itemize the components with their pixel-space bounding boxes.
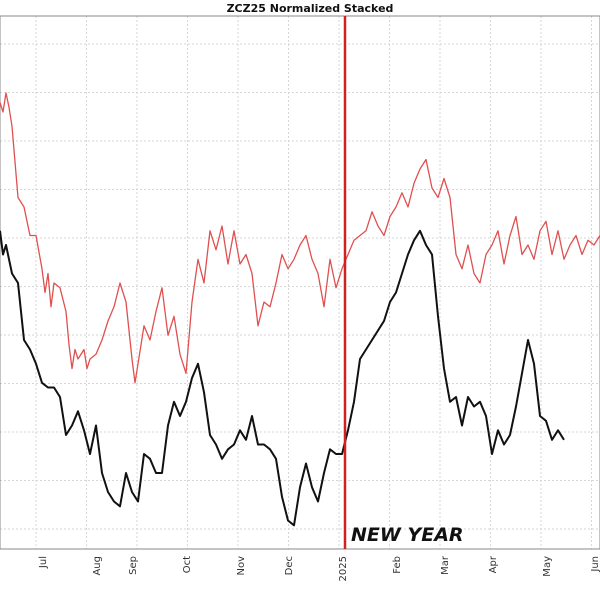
grid	[0, 16, 600, 549]
x-tick-label: Feb	[392, 556, 403, 574]
x-axis-ticks: Jul Aug Sep Oct Nov Dec 2025 Feb Mar Apr May Jun	[38, 555, 600, 581]
x-tick-label: Aug	[92, 556, 103, 576]
x-tick-label: 2025	[338, 556, 349, 581]
new-year-label: NEW YEAR	[351, 524, 464, 546]
x-tick-label: Sep	[128, 556, 139, 575]
series-group	[0, 92, 600, 527]
series-line-2	[0, 229, 565, 527]
x-tick-label: Dec	[284, 556, 295, 575]
x-tick-label: Jul	[38, 556, 49, 569]
x-tick-label: Oct	[182, 556, 193, 573]
plot-frame	[0, 15, 600, 550]
x-tick-label: Mar	[440, 555, 451, 575]
x-tick-label: Apr	[488, 555, 499, 573]
series-line-1	[0, 92, 600, 384]
x-tick-label: May	[542, 556, 553, 577]
chart-title: ZCZ25 Normalized Stacked	[227, 2, 394, 15]
x-tick-label: Jun	[590, 556, 600, 573]
x-tick-label: Nov	[236, 556, 247, 576]
